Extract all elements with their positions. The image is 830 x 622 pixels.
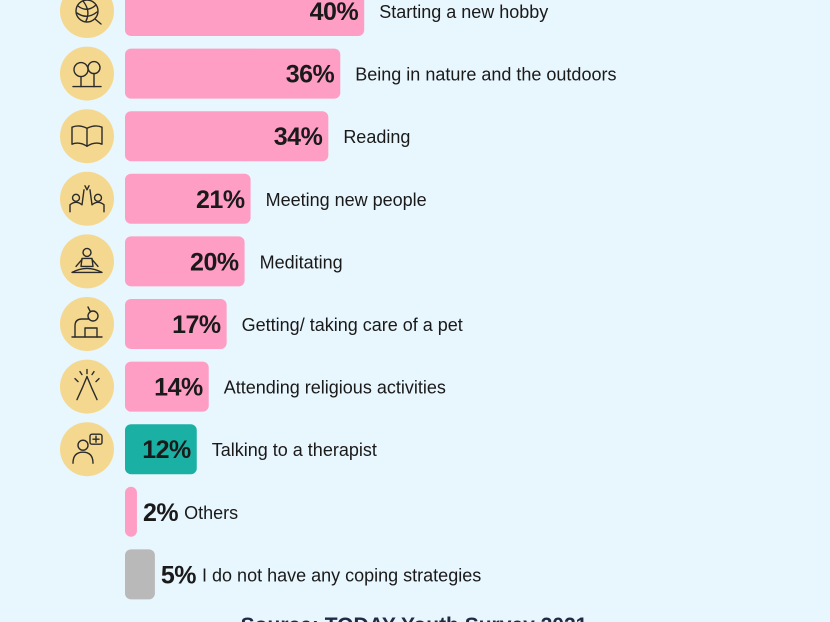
bar-10 (125, 549, 155, 600)
bar-6 (125, 299, 227, 349)
source-note: Source: TODAY Youth Survey 2021 (241, 614, 588, 622)
bar-value-label: 14% (154, 374, 203, 402)
bar-4 (125, 173, 251, 224)
meditation-icon (60, 234, 114, 289)
bar-8 (125, 424, 197, 475)
bar-value-label: 12% (142, 436, 191, 464)
category-label: Meeting new people (266, 190, 427, 210)
category-label: Being in nature and the outdoors (355, 65, 616, 85)
bar-1 (125, 0, 365, 36)
therapist-icon (60, 422, 114, 477)
open-book-icon (60, 109, 114, 164)
bar-3 (125, 111, 329, 162)
bar-value-label: 17% (172, 311, 221, 339)
bar-value-label: 20% (190, 248, 239, 276)
category-label: Others (184, 503, 238, 523)
yarn-ball-icon (60, 0, 114, 38)
category-label: Getting/ taking care of a pet (242, 315, 463, 335)
category-label: I do not have any coping strategies (202, 565, 481, 585)
bar-value-label: 5% (161, 561, 196, 589)
category-label: Reading (343, 127, 410, 147)
high-five-icon (60, 171, 114, 226)
pet-icon (60, 297, 114, 351)
category-label: Meditating (260, 252, 343, 272)
bar-value-label: 21% (196, 186, 245, 214)
icons-layer (60, 0, 114, 477)
category-label: Attending religious activities (224, 378, 446, 398)
trees-icon (60, 46, 114, 101)
bars-layer (125, 0, 365, 600)
category-labels-layer: Starting a new hobby Being in nature and … (184, 2, 616, 585)
bar-value-label: 34% (274, 123, 323, 151)
category-label: Starting a new hobby (379, 2, 548, 22)
praying-hands-icon (60, 359, 114, 414)
bar-value-label: 40% (310, 0, 359, 26)
bar-value-label: 2% (143, 499, 178, 527)
bar-9 (125, 486, 137, 537)
bar-7 (125, 361, 209, 412)
value-labels-layer: 40% 36% 34% 21% 20% 17% 14% 12% 2% 5% (142, 0, 359, 589)
bar-value-label: 36% (286, 61, 335, 89)
category-label: Talking to a therapist (212, 440, 377, 460)
bar-5 (125, 236, 245, 287)
bar-2 (125, 48, 341, 99)
